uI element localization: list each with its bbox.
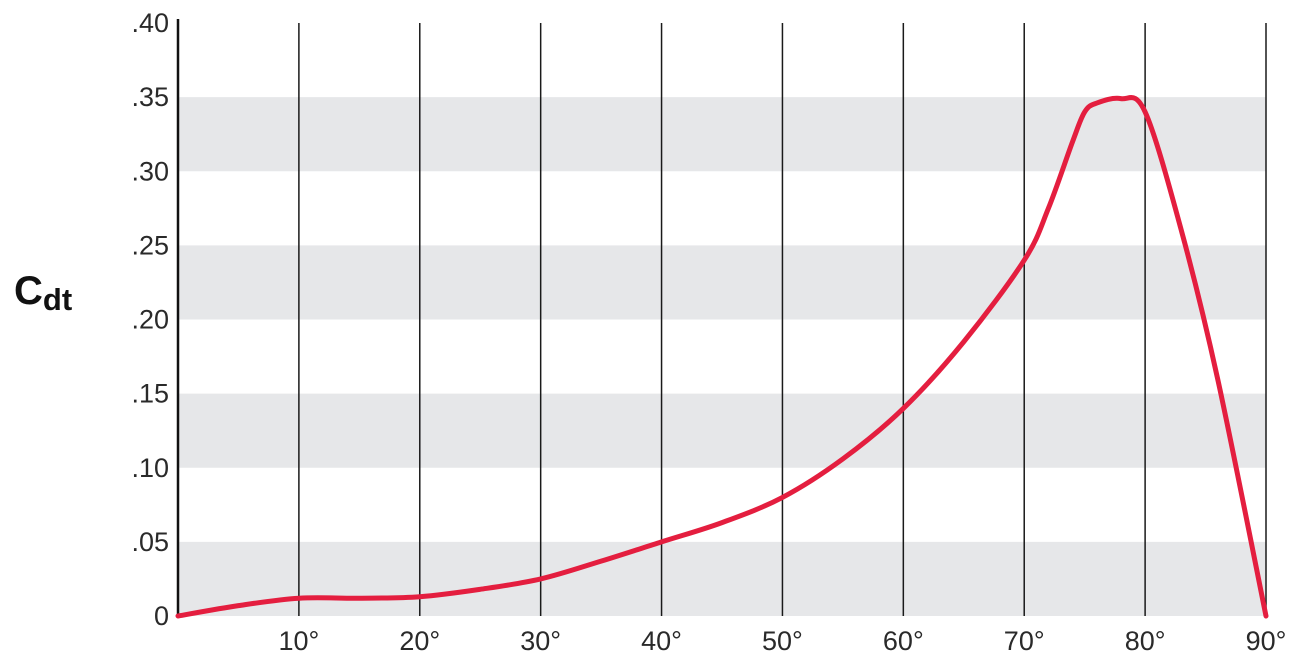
x-tick-label: 50° bbox=[762, 626, 803, 656]
x-tick-label: 10° bbox=[278, 626, 319, 656]
y-tick-label: .25 bbox=[131, 230, 169, 260]
y-axis-label: Cdt bbox=[14, 269, 72, 317]
y-tick-label: .40 bbox=[131, 8, 169, 38]
grid-band bbox=[178, 541, 1266, 616]
x-tick-label: 60° bbox=[883, 626, 924, 656]
y-tick-labels: 0 .05 .10 .15 .20 .25 .30 .35 .40 bbox=[131, 8, 169, 631]
x-tick-label: 40° bbox=[641, 626, 682, 656]
x-tick-labels: 10° 20° 30° 40° 50° 60° 70° 80° 90° bbox=[278, 626, 1286, 656]
y-axis-label-main: C bbox=[14, 269, 43, 313]
x-tick-label: 70° bbox=[1004, 626, 1045, 656]
y-axis-label-subscript: dt bbox=[43, 282, 72, 317]
grid-band bbox=[178, 245, 1266, 320]
y-tick-label: .05 bbox=[131, 527, 169, 557]
y-tick-label: .15 bbox=[131, 379, 169, 409]
x-tick-label: 20° bbox=[399, 626, 440, 656]
vertical-grid-lines bbox=[298, 23, 1267, 616]
y-tick-label: .20 bbox=[131, 305, 169, 335]
grid-band bbox=[178, 97, 1266, 172]
plot-area bbox=[175, 95, 1269, 619]
grid-band bbox=[178, 393, 1266, 468]
y-tick-label: .30 bbox=[131, 156, 169, 186]
x-tick-label: 90° bbox=[1246, 626, 1287, 656]
x-tick-label: 30° bbox=[520, 626, 561, 656]
x-tick-label: 80° bbox=[1125, 626, 1166, 656]
grid-bands bbox=[178, 97, 1266, 616]
y-tick-label: .10 bbox=[131, 453, 169, 483]
y-tick-label: 0 bbox=[154, 601, 169, 631]
series-line bbox=[175, 95, 1269, 619]
y-tick-label: .35 bbox=[131, 82, 169, 112]
